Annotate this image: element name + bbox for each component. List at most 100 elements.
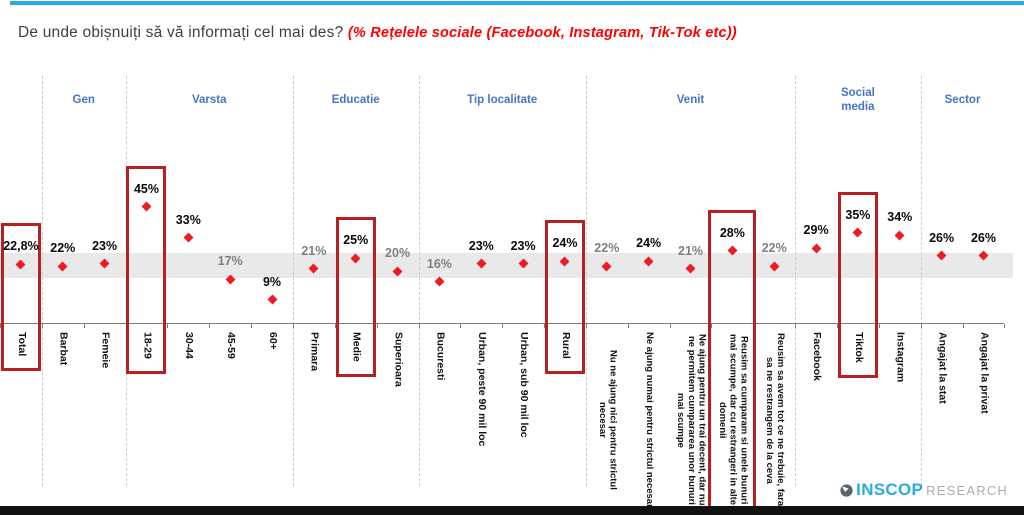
bottom-black-bar [0, 506, 1024, 515]
axis-tick [669, 324, 671, 328]
group-header-social-media: Social media [795, 82, 921, 120]
value-label: 45% [133, 181, 159, 196]
group-divider-line [41, 76, 43, 486]
axis-tick [0, 324, 1, 328]
axis-tick [292, 324, 294, 328]
category-label: Instagram [879, 332, 921, 382]
group-header-label: Tip localitate [467, 94, 538, 107]
axis-tick [627, 324, 629, 328]
value-label: 22% [594, 241, 620, 256]
category-label: Angajat la privat [963, 332, 1005, 414]
category-label-text: Instagram [894, 332, 907, 383]
category-label: Bucuresti [419, 332, 461, 380]
data-point-diamond [434, 276, 445, 287]
group-divider-line [585, 76, 587, 486]
axis-tick [878, 324, 880, 328]
category-label-text: 18-29 [141, 332, 154, 359]
data-point-diamond [267, 294, 277, 305]
inscop-logo: INSCOP RESEARCH [840, 480, 1008, 500]
category-label: Femeie [84, 332, 126, 368]
axis-tick [1004, 324, 1006, 328]
category-label: Superioara [377, 332, 419, 387]
category-label: 30-44 [167, 332, 209, 359]
group-header-varsta: Varsta [126, 82, 293, 120]
highlight-box-tiktok [837, 191, 878, 378]
value-label: 29% [803, 223, 829, 238]
category-label: Total [0, 332, 42, 356]
category-label: 60+ [251, 332, 293, 350]
data-point-diamond [811, 243, 822, 254]
category-label-text: 30-44 [183, 332, 196, 359]
category-label-text: Barbat [57, 332, 70, 366]
axis-tick [125, 324, 127, 328]
category-label: Rural [544, 332, 586, 359]
category-label: Tiktok [837, 332, 879, 363]
value-label: 34% [887, 210, 913, 225]
category-label: 45-59 [209, 332, 251, 359]
axis-tick [460, 324, 462, 328]
axis-tick [544, 324, 546, 328]
category-label: Primara [293, 332, 335, 371]
value-label: 16% [426, 256, 452, 271]
group-header-sector: Sector [921, 82, 1005, 120]
axis-tick [41, 324, 43, 328]
group-header-label: Sector [944, 94, 981, 107]
category-label: Barbat [42, 332, 84, 365]
group-header-gen: Gen [42, 82, 126, 120]
category-label-text: Femeie [99, 332, 112, 369]
x-axis-line [0, 323, 1005, 324]
value-label: 21% [678, 243, 704, 258]
axis-tick [920, 324, 922, 328]
chart-subtitle-text: (% Rețelele sociale (Facebook, Instagram… [347, 25, 737, 41]
value-label: 20% [385, 246, 411, 261]
group-header-label: Educatie [331, 94, 380, 107]
category-label: Reusim sa avem tot ce ne trebuie, fara s… [753, 332, 795, 508]
axis-tick [167, 324, 169, 328]
group-divider-line [292, 76, 294, 486]
axis-tick [585, 324, 587, 328]
category-label-text: Urban, sub 90 mil loc [517, 332, 530, 438]
group-header-educatie: Educatie [293, 82, 419, 120]
category-label-text: Rural [559, 332, 572, 359]
axis-tick [334, 324, 336, 328]
data-point-diamond [894, 230, 905, 241]
group-header-tip-localitate: Tip localitate [419, 82, 586, 120]
value-label: 17% [217, 254, 243, 269]
value-label: 23% [92, 238, 118, 253]
value-label: 33% [175, 212, 201, 227]
value-label: 21% [301, 243, 327, 258]
axis-tick [962, 324, 964, 328]
value-label: 24% [552, 236, 578, 250]
value-label: 22% [761, 241, 787, 256]
category-label: Ne ajung numai pentru strictul necesar [628, 332, 670, 508]
highlight-box-18-29 [126, 165, 167, 374]
top-accent-bar [10, 1, 1024, 5]
highlight-box-medie [335, 217, 376, 377]
category-label: Facebook [795, 332, 837, 381]
chart-title-text: De unde obișnuiți să vă informați cel ma… [18, 24, 348, 41]
value-label: 25% [343, 233, 369, 248]
group-divider-line [418, 76, 420, 486]
category-label-text: Ne ajung pentru un trai decent, dar nu n… [675, 334, 708, 506]
category-label: Ne ajung pentru un trai decent, dar nu n… [670, 332, 712, 508]
value-label: 28% [719, 225, 745, 240]
category-label: Nu ne ajung nici pentru strictul necesar [586, 332, 628, 508]
category-label-text: Angajat la stat [936, 332, 949, 404]
compass-icon [840, 483, 853, 497]
average-band [0, 253, 1014, 278]
value-label: 9% [262, 274, 282, 289]
value-label: 23% [468, 238, 494, 253]
category-label: 18-29 [126, 332, 168, 359]
chart-title: De unde obișnuiți să vă informați cel ma… [18, 24, 737, 42]
category-label-text: Reusim sa avem tot ce ne trebuie, fara s… [764, 333, 786, 507]
value-label: 23% [510, 238, 536, 253]
axis-tick [711, 324, 713, 328]
axis-tick [502, 324, 504, 328]
group-divider-line [920, 76, 922, 486]
group-divider-line [125, 76, 127, 486]
axis-tick [251, 324, 253, 328]
category-label-text: Primara [308, 332, 321, 372]
category-label: Urban, sub 90 mil loc [502, 332, 544, 438]
